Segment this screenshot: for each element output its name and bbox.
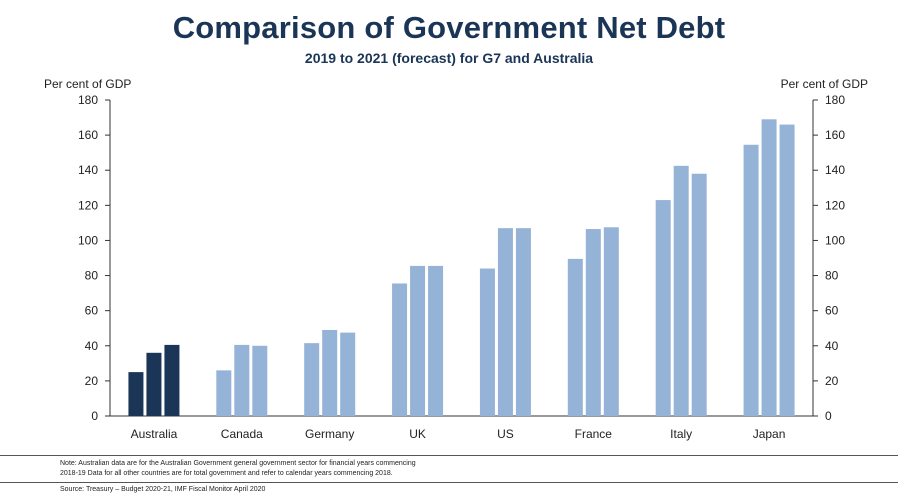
right-tick-label: 180 <box>825 93 845 107</box>
chart-title: Comparison of Government Net Debt <box>172 10 726 45</box>
bar-us-1 <box>479 268 495 416</box>
bar-uk-2 <box>410 265 426 416</box>
right-tick-label: 120 <box>825 198 845 212</box>
left-tick-label: 0 <box>91 409 98 423</box>
left-tick-label: 60 <box>85 304 99 318</box>
category-label-uk: UK <box>409 427 426 441</box>
axes-layer <box>105 99 818 417</box>
bar-germany-1 <box>304 343 320 416</box>
bar-australia-2 <box>146 352 162 416</box>
right-tick-label: 80 <box>825 269 839 283</box>
bar-italy-1 <box>655 200 671 416</box>
bar-japan-3 <box>779 124 795 417</box>
category-label-us: US <box>497 427 514 441</box>
left-tick-label: 140 <box>78 163 98 177</box>
bar-canada-1 <box>216 370 232 416</box>
right-tick-label: 20 <box>825 374 839 388</box>
category-label-italy: Italy <box>670 427 692 441</box>
left-tick-label: 40 <box>85 339 99 353</box>
left-tick-label: 20 <box>85 374 99 388</box>
category-label-australia: Australia <box>131 427 178 441</box>
bar-chart: 0 0 20 20 40 40 60 60 80 80 100 100 120 120 140 140 160 1… <box>78 93 845 441</box>
chart-subtitle: 2019 to 2021 (forecast) for G7 and Austr… <box>304 50 594 66</box>
left-axis-title: Per cent of GDP <box>44 77 132 91</box>
left-tick-label: 100 <box>78 233 98 247</box>
footer-divider-top <box>0 455 898 456</box>
category-label-germany: Germany <box>305 427 354 441</box>
bars-layer <box>128 119 795 417</box>
left-tick-label: 120 <box>78 198 98 212</box>
bar-australia-1 <box>128 372 144 416</box>
bar-us-2 <box>497 228 513 416</box>
source-note: Source: Treasury – Budget 2020-21, IMF F… <box>60 486 266 493</box>
bar-germany-2 <box>322 329 338 416</box>
bar-canada-2 <box>234 344 250 416</box>
bar-uk-1 <box>392 283 408 416</box>
footnote-line-2: 2018-19 Data for all other countries are… <box>60 470 393 477</box>
footnote: Note: Australian data are for the Austra… <box>60 459 480 479</box>
bar-us-3 <box>515 228 531 416</box>
right-axis-title: Per cent of GDP <box>780 77 868 91</box>
category-label-canada: Canada <box>221 427 263 441</box>
footer-divider-bottom <box>0 482 898 483</box>
bar-france-1 <box>567 258 583 416</box>
labels-layer: 0 0 20 20 40 40 60 60 80 80 100 100 120 120 140 140 160 1… <box>78 93 845 441</box>
bar-canada-3 <box>252 345 268 416</box>
bar-france-2 <box>585 229 601 416</box>
bar-italy-2 <box>673 165 689 416</box>
bar-japan-2 <box>761 119 777 417</box>
bar-germany-3 <box>340 332 356 416</box>
right-tick-label: 40 <box>825 339 839 353</box>
bar-italy-3 <box>691 173 707 416</box>
right-tick-label: 0 <box>825 409 832 423</box>
bar-france-3 <box>603 227 619 416</box>
bar-japan-1 <box>743 144 759 416</box>
category-label-japan: Japan <box>753 427 786 441</box>
right-tick-label: 60 <box>825 304 839 318</box>
footnote-line-1: Note: Australian data are for the Austra… <box>60 460 416 467</box>
category-label-france: France <box>575 427 613 441</box>
left-tick-label: 180 <box>78 93 98 107</box>
right-tick-label: 100 <box>825 233 845 247</box>
right-tick-label: 160 <box>825 128 845 142</box>
left-tick-label: 160 <box>78 128 98 142</box>
right-tick-label: 140 <box>825 163 845 177</box>
bar-australia-3 <box>164 344 180 416</box>
bar-uk-3 <box>428 265 444 416</box>
left-tick-label: 80 <box>85 269 99 283</box>
